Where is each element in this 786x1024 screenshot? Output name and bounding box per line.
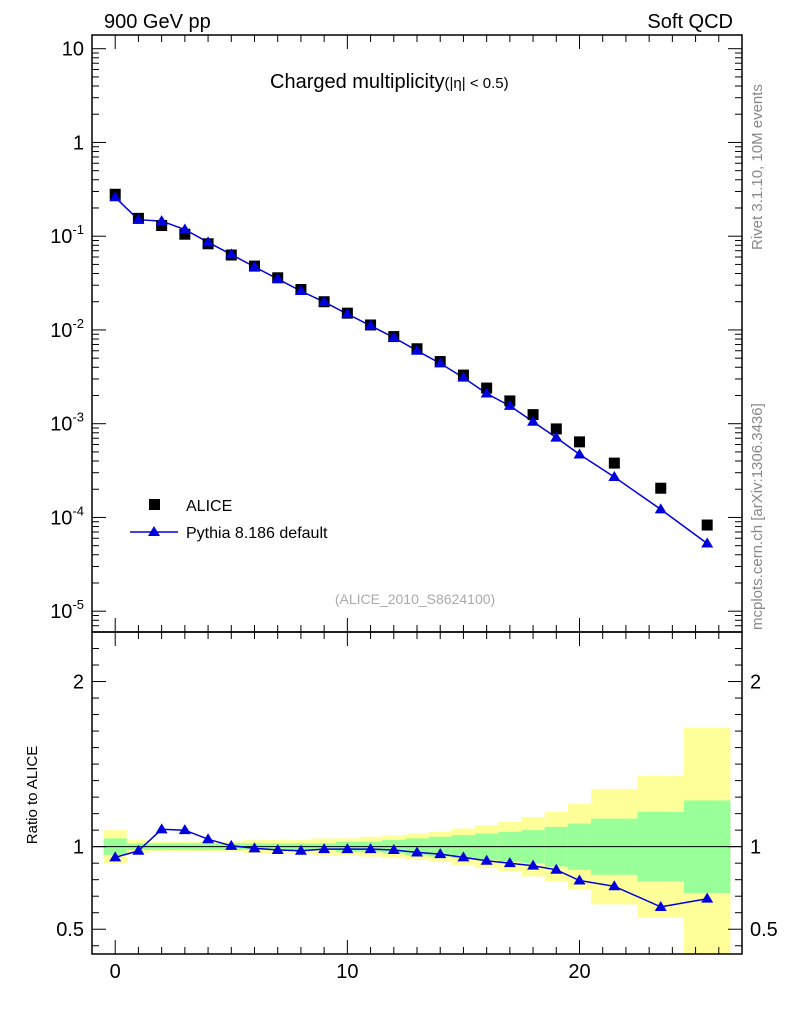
ratio-point [202,833,215,844]
y-tick-label: 10-4 [50,503,84,529]
mc-point [387,331,400,342]
ratio-y-ticks: 0.5 0.5 1 1 2 2 [56,648,778,947]
mc-point [341,307,354,318]
ratio-point [294,844,307,855]
ratio-point [364,843,377,854]
data-point [574,436,585,448]
ratio-point [480,854,493,865]
legend-mc-label: Pythia 8.186 default [186,525,328,542]
ratio-point [527,859,540,870]
main-x-ticks [91,35,743,632]
ratio-point [503,857,516,868]
data-point [179,228,191,240]
main-series [109,188,714,548]
chart-title-main: Charged multiplicity [270,71,445,93]
y-tick-label: 10-5 [50,597,84,623]
y-tick-label: 10-2 [50,316,84,342]
mc-point [271,272,284,283]
y-tick-label: 10-3 [50,410,84,436]
legend-data-marker [149,499,160,510]
legend-data-label: ALICE [186,498,232,515]
mc-point [550,431,563,442]
main-panel: 10-5 10-4 10-3 10-2 10-1 1 10 Charged multipli… [50,34,743,633]
ratio-point [109,851,122,862]
ratio-point [132,844,145,855]
process-label: Soft QCD [647,11,733,33]
ratio-series [109,823,714,911]
rivet-label: Rivet 3.1.10, 10M events [749,84,766,250]
ratio-point [701,892,714,903]
ratio-point [341,843,354,854]
mc-point [608,471,621,482]
data-point [527,409,539,421]
ratio-point [318,843,331,854]
ratio-point [178,824,191,835]
mc-point [654,503,667,514]
ratio-point [550,863,563,874]
ratio-y-tick-label-right: 1 [750,837,761,859]
ratio-y-tick-label-right: 0.5 [750,919,778,941]
ratio-x-ticks: 0 10 20 [91,632,743,983]
mc-point [573,448,586,459]
mc-point [294,285,307,296]
ratio-point [271,843,284,854]
ratio-point [457,851,470,862]
mc-point [225,248,238,259]
mc-point [480,387,493,398]
chart-title-sub: (|η| < 0.5) [445,75,509,92]
mc-point [457,371,470,382]
legend: ALICE Pythia 8.186 default [130,498,328,542]
mc-point [503,399,516,410]
x-tick-label: 10 [336,961,358,983]
mc-point [364,319,377,330]
mc-point [701,537,714,548]
ratio-y-tick-label: 1 [73,837,84,859]
x-tick-label: 20 [568,961,590,983]
ratio-point [411,846,423,857]
ratio-panel: 0.5 0.5 1 1 2 2 0 10 20 Ratio to ALICE [24,631,778,983]
data-point [655,482,667,494]
ratio-point [654,900,667,911]
main-y-ticks: 10-5 10-4 10-3 10-2 10-1 1 10 [50,39,742,633]
ratio-y-tick-label: 0.5 [56,919,84,941]
mc-point [248,260,261,271]
legend-mc-marker [148,526,160,536]
ratio-y-tick-label: 2 [73,672,84,694]
mc-point [411,344,423,355]
mc-point [132,213,145,224]
ratio-point [434,848,447,859]
mc-point [178,223,191,234]
ratio-point [573,874,586,885]
mc-point [202,236,215,247]
chart-title: Charged multiplicity(|η| < 0.5) [270,71,509,93]
collision-label: 900 GeV pp [104,11,211,33]
y-tick-label: 1 [73,132,84,154]
ratio-point [248,842,261,853]
ratio-point [608,880,621,891]
data-point [608,457,620,469]
y-tick-label: 10-1 [50,222,84,248]
ratio-y-axis-label: Ratio to ALICE [24,746,41,844]
ratio-bands [103,727,731,954]
mcplots-label: mcplots.cern.ch [arXiv:1306.3436] [749,403,766,630]
mc-point [434,357,447,368]
ratio-y-tick-label-right: 2 [750,672,761,694]
reference-label: (ALICE_2010_S8624100) [335,591,495,607]
data-point [701,519,713,531]
data-point [550,423,562,435]
main-frame [91,34,743,633]
x-tick-label: 0 [110,961,121,983]
mc-point [109,191,122,202]
y-tick-label: 10 [62,39,84,61]
ratio-point [155,823,168,834]
data-point [156,220,168,232]
mc-point [318,295,331,306]
mc-point [155,215,168,226]
mc-point [527,415,540,426]
ratio-point [387,843,400,854]
ratio-point [225,839,238,850]
